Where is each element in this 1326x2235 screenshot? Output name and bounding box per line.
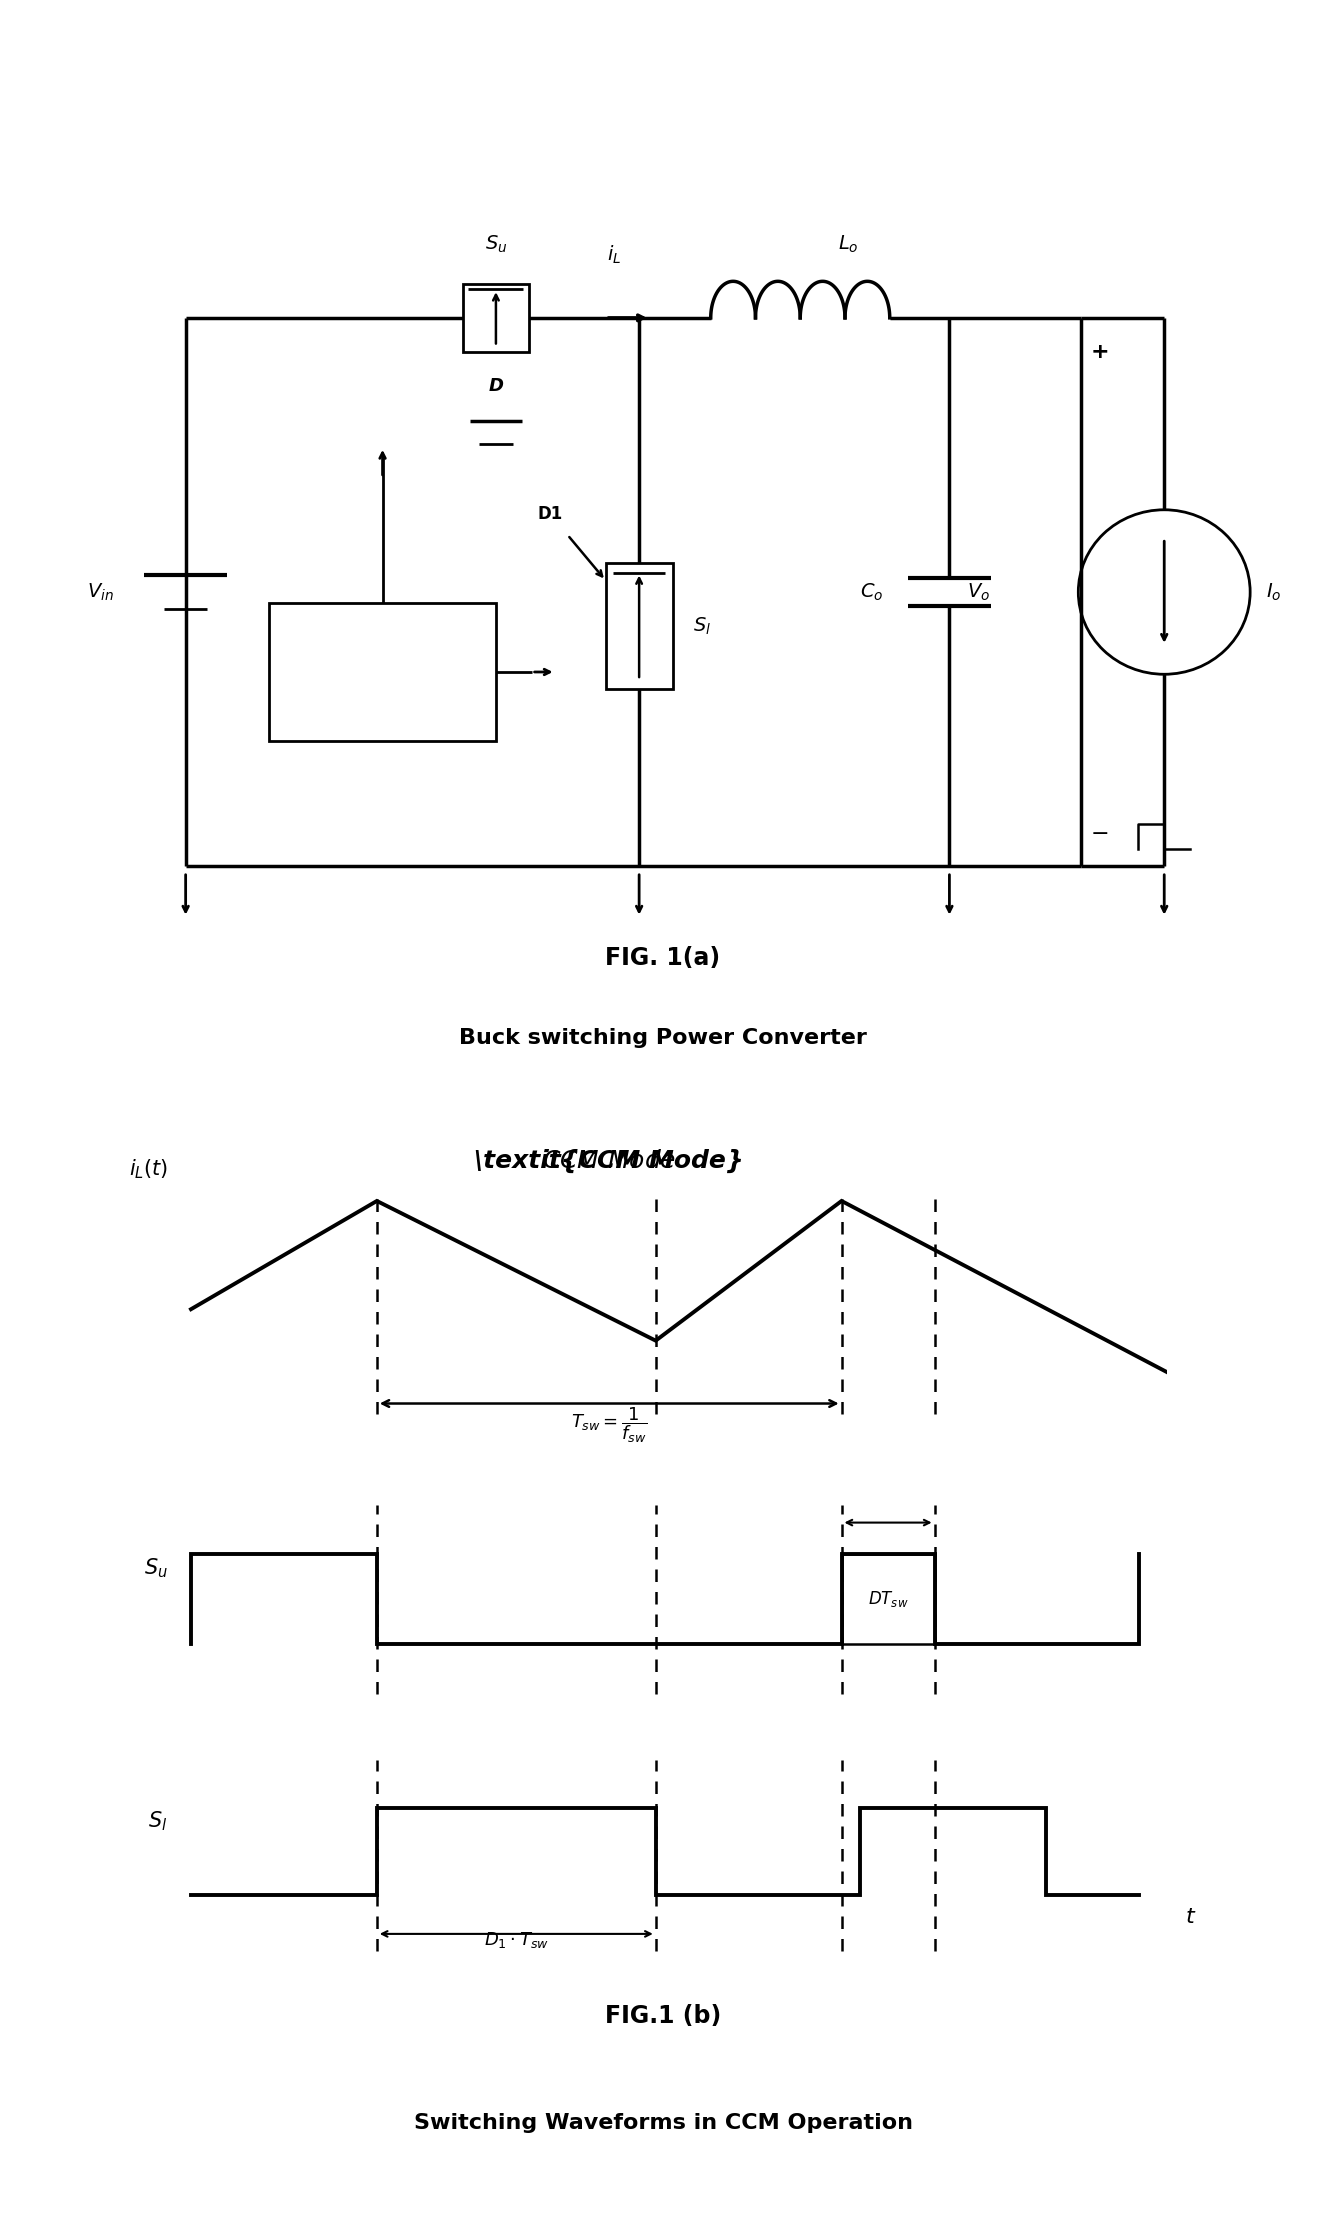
Text: Switching Waveforms in CCM Operation: Switching Waveforms in CCM Operation (414, 2114, 912, 2132)
Text: $V_o$: $V_o$ (968, 581, 991, 603)
Text: $i_L(t)$: $i_L(t)$ (129, 1158, 167, 1180)
Text: $C_o$: $C_o$ (861, 581, 884, 603)
Text: $T_{sw} = \dfrac{1}{f_{sw}}$: $T_{sw} = \dfrac{1}{f_{sw}}$ (572, 1406, 647, 1444)
Text: $S_l$: $S_l$ (149, 1808, 167, 1833)
Bar (269, 603, 496, 740)
Text: $t$: $t$ (1185, 1906, 1197, 1927)
Bar (463, 284, 529, 353)
Text: $S_u$: $S_u$ (485, 235, 507, 255)
Text: \textit{CCM Mode}: \textit{CCM Mode} (475, 1149, 744, 1173)
Text: $D_1 \cdot T_{sw}$: $D_1 \cdot T_{sw}$ (484, 1929, 549, 1949)
Text: $S_u$: $S_u$ (145, 1556, 167, 1580)
Text: $L_o$: $L_o$ (838, 235, 858, 255)
Bar (606, 563, 672, 688)
Text: Buck switching Power Converter: Buck switching Power Converter (459, 1028, 867, 1048)
Text: $DT_{sw}$: $DT_{sw}$ (867, 1589, 908, 1609)
Text: D: D (488, 378, 504, 396)
Text: $V_{in}$: $V_{in}$ (88, 581, 114, 603)
Text: $S_l$: $S_l$ (693, 615, 711, 637)
Text: $-$: $-$ (1090, 822, 1109, 843)
Text: FIG. 1(a): FIG. 1(a) (606, 945, 720, 970)
Bar (842, 1553, 935, 1645)
Text: D1: D1 (537, 505, 562, 523)
Text: FIG.1 (b): FIG.1 (b) (605, 2005, 721, 2027)
Text: $\mathit{CCM}$ $\mathit{Mode}$: $\mathit{CCM}$ $\mathit{Mode}$ (542, 1149, 676, 1173)
Text: Drivers
Latches: Drivers Latches (346, 653, 419, 691)
Text: $i_L$: $i_L$ (607, 244, 621, 266)
Text: +: + (1090, 342, 1109, 362)
Text: $I_o$: $I_o$ (1265, 581, 1281, 603)
